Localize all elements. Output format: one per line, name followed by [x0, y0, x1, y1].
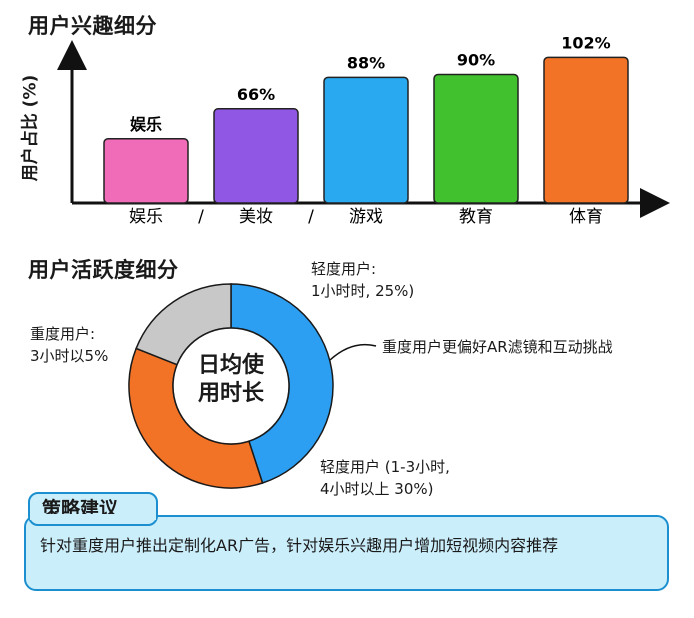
bar-chart-title: 用户兴趣细分 — [28, 14, 157, 38]
annotation-light-top-line-1: 轻度用户: — [311, 260, 377, 278]
strategy-box — [24, 515, 669, 591]
donut-chart-title: 用户活跃度细分 — [28, 258, 179, 282]
annotation-heavy-left-line-1: 重度用户: — [30, 325, 96, 343]
strategy-tab-join — [30, 514, 156, 520]
x-tick-label-2: 游戏 — [349, 207, 383, 227]
x-tick-separator-0: / — [198, 207, 204, 227]
bar-4 — [543, 56, 629, 204]
annotation-light-top: 轻度用户: 1小时时, 25%) — [311, 258, 414, 302]
donut-center-line-1: 日均使 — [197, 353, 264, 378]
annotation-heavy-left: 重度用户: 3小时以5% — [30, 323, 108, 367]
annotation-heavy-left-line-2: 3小时以5% — [30, 347, 109, 365]
bar-value-label-3: 90% — [457, 51, 495, 70]
bar-value-label-1: 66% — [237, 85, 275, 104]
donut-center-label: 日均使 用时长 — [176, 352, 286, 408]
x-tick-separator-1: / — [308, 207, 314, 227]
bar-2 — [323, 76, 409, 204]
strategy-title: 策略建议 — [28, 492, 158, 526]
donut-center-line-2: 用时长 — [197, 381, 264, 406]
bar-0 — [103, 138, 189, 204]
bar-3 — [433, 73, 519, 204]
donut-chart — [128, 283, 377, 489]
annotation-light-bottom: 轻度用户 (1-3小时, 4小时以上 30%) — [320, 456, 450, 500]
donut-hole — [172, 327, 290, 445]
bar-value-label-2: 88% — [347, 53, 385, 72]
strategy-body: 针对重度用户推出定制化AR广告，针对娱乐兴趣用户增加短视频内容推荐 — [40, 536, 559, 555]
x-tick-label-1: 美妆 — [239, 207, 273, 227]
bar-value-label-4: 102% — [561, 33, 610, 52]
x-tick-label-4: 体育 — [569, 207, 603, 227]
annotation-light-top-line-2: 1小时时, 25%) — [311, 282, 415, 300]
annotation-callout: 重度用户更偏好AR滤镜和互动挑战 — [382, 338, 613, 356]
bar-value-label-0: 娱乐 — [130, 115, 162, 134]
x-tick-label-0: 娱乐 — [129, 207, 163, 227]
annotation-light-bottom-line-1: 轻度用户 (1-3小时, — [320, 458, 450, 476]
annotation-light-bottom-line-2: 4小时以上 30%) — [320, 480, 434, 498]
callout-line — [329, 343, 377, 361]
bar-1 — [213, 108, 299, 204]
x-tick-label-3: 教育 — [459, 207, 493, 227]
